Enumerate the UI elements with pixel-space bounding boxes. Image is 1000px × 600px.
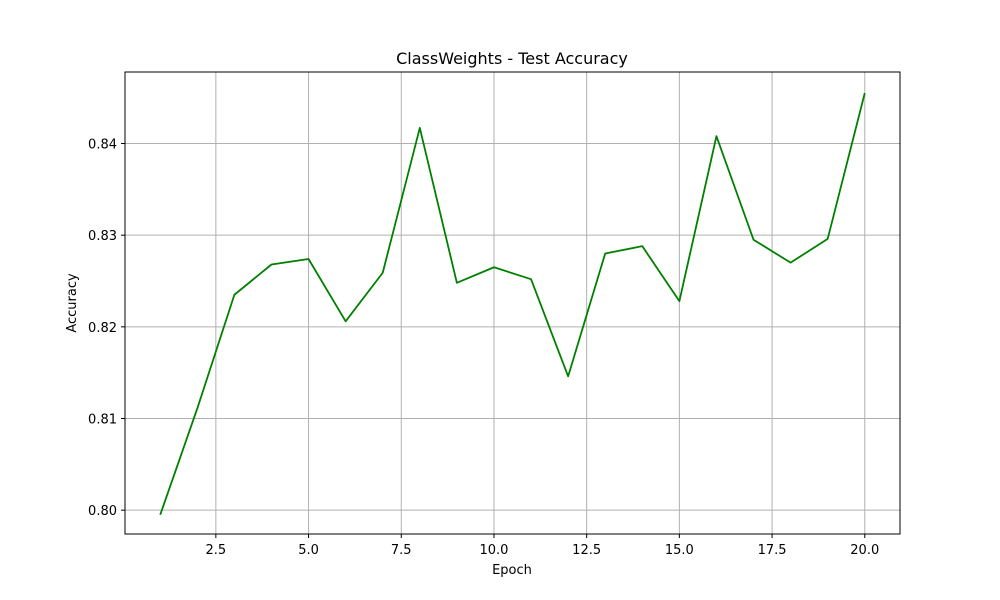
x-axis-label: Epoch — [492, 563, 532, 578]
y-tick-label: 0.82 — [88, 321, 117, 336]
x-tick-label: 12.5 — [572, 543, 601, 558]
grid — [125, 72, 900, 534]
y-tick-label: 0.84 — [88, 138, 117, 153]
x-tick-label: 2.5 — [206, 543, 227, 558]
x-tick-label: 5.0 — [298, 543, 319, 558]
y-tick-label: 0.83 — [88, 229, 117, 244]
ticks: 2.5 5.0 7.5 10.0 12.5 15.0 17.5 20.0 0.80 0.81 0.8… — [88, 138, 879, 559]
x-tick-label: 20.0 — [850, 543, 879, 558]
series-layer — [159, 92, 866, 516]
x-tick-label: 15.0 — [665, 543, 694, 558]
plot-frame — [124, 71, 901, 535]
y-axis-label: Accuracy — [65, 273, 80, 333]
x-tick-label: 7.5 — [391, 543, 412, 558]
x-tick-label: 10.0 — [479, 543, 508, 558]
y-tick-label: 0.81 — [88, 413, 117, 428]
y-tick-label: 0.80 — [88, 504, 117, 519]
x-tick-label: 17.5 — [758, 543, 787, 558]
chart-title: ClassWeights - Test Accuracy — [396, 49, 628, 68]
accuracy-series-line — [159, 92, 866, 516]
